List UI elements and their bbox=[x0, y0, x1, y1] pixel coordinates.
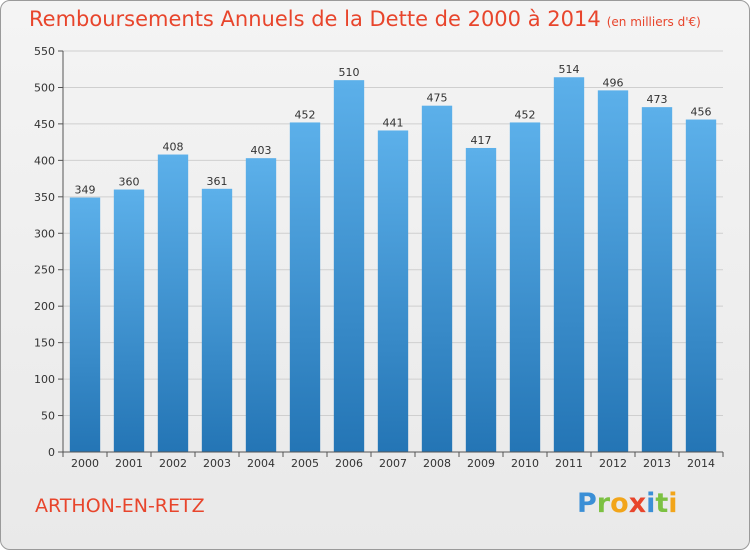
bar-value-label: 349 bbox=[75, 184, 96, 197]
bar-value-label: 452 bbox=[515, 108, 536, 121]
bar bbox=[465, 147, 497, 452]
chart-title: Remboursements Annuels de la Dette de 20… bbox=[29, 7, 701, 31]
x-tick-label: 2010 bbox=[511, 457, 539, 470]
x-tick-label: 2000 bbox=[71, 457, 99, 470]
bar bbox=[509, 122, 541, 452]
bar bbox=[157, 154, 189, 452]
bar bbox=[201, 188, 233, 452]
x-tick-label: 2003 bbox=[203, 457, 231, 470]
y-tick-label: 350 bbox=[34, 191, 55, 204]
y-tick-label: 200 bbox=[34, 300, 55, 313]
axes: 0 50 100 150 200 250 300 350 400 450 500 550 2000 200… bbox=[34, 45, 724, 470]
y-tick-label: 250 bbox=[34, 264, 55, 277]
bar bbox=[377, 130, 409, 453]
logo-letter: x bbox=[628, 488, 647, 519]
bar bbox=[245, 158, 277, 452]
logo-letter: r bbox=[596, 488, 611, 519]
bar bbox=[685, 119, 717, 452]
x-tick-label: 2008 bbox=[423, 457, 451, 470]
bar-value-label: 496 bbox=[603, 76, 624, 89]
y-tick-label: 500 bbox=[34, 81, 55, 94]
x-tick-label: 2011 bbox=[555, 457, 583, 470]
x-tick-label: 2012 bbox=[599, 457, 627, 470]
x-tick-label: 2004 bbox=[247, 457, 275, 470]
bar bbox=[597, 90, 629, 452]
y-tick-label: 450 bbox=[34, 118, 55, 131]
x-tick-label: 2014 bbox=[687, 457, 715, 470]
x-tick-label: 2007 bbox=[379, 457, 407, 470]
y-tick-label: 100 bbox=[34, 373, 55, 386]
x-tick-label: 2013 bbox=[643, 457, 671, 470]
bar-value-label: 514 bbox=[559, 63, 580, 76]
bar-value-label: 456 bbox=[691, 106, 712, 119]
bar-value-label: 473 bbox=[647, 93, 668, 106]
chart-subtitle: (en milliers d'€) bbox=[606, 15, 701, 29]
bar-value-label: 441 bbox=[383, 116, 404, 129]
y-tick-label: 50 bbox=[41, 410, 55, 423]
logo-letter: o bbox=[610, 488, 629, 519]
bar bbox=[641, 107, 673, 452]
bar bbox=[113, 189, 145, 452]
y-tick-label: 400 bbox=[34, 154, 55, 167]
bar-value-label: 403 bbox=[251, 144, 272, 157]
x-tick-label: 2005 bbox=[291, 457, 319, 470]
logo-letter: i bbox=[646, 488, 656, 519]
x-tick-label: 2006 bbox=[335, 457, 363, 470]
bar bbox=[69, 197, 101, 452]
commune-name: ARTHON-EN-RETZ bbox=[35, 495, 205, 517]
x-tick-label: 2009 bbox=[467, 457, 495, 470]
bar-value-label: 510 bbox=[339, 66, 360, 79]
bar-value-label: 408 bbox=[163, 141, 184, 154]
y-tick-label: 150 bbox=[34, 337, 55, 350]
logo-letter: P bbox=[577, 488, 597, 519]
logo-letter: i bbox=[668, 488, 678, 519]
bar-value-label: 452 bbox=[295, 108, 316, 121]
proxiti-logo: Proxiti bbox=[577, 488, 678, 519]
y-tick-label: 0 bbox=[48, 446, 55, 459]
bar-value-label: 475 bbox=[427, 92, 448, 105]
bars: 349 360 408 361 403 452 510 441 475 417 452 514 496 4… bbox=[69, 63, 717, 453]
bar bbox=[333, 80, 365, 452]
bar bbox=[421, 105, 453, 452]
y-tick-label: 300 bbox=[34, 227, 55, 240]
title-text: Remboursements Annuels de la Dette de 20… bbox=[29, 7, 601, 31]
x-tick-label: 2002 bbox=[159, 457, 187, 470]
x-tick-label: 2001 bbox=[115, 457, 143, 470]
bar-value-label: 361 bbox=[207, 175, 228, 188]
bar-chart: 349 360 408 361 403 452 510 441 475 417 452 514 496 4… bbox=[34, 45, 724, 470]
y-tick-label: 550 bbox=[34, 45, 55, 58]
bar bbox=[289, 122, 321, 452]
bar-value-label: 360 bbox=[119, 176, 140, 189]
bar-value-label: 417 bbox=[471, 134, 492, 147]
logo-letter: t bbox=[655, 488, 669, 519]
bar bbox=[553, 77, 585, 452]
